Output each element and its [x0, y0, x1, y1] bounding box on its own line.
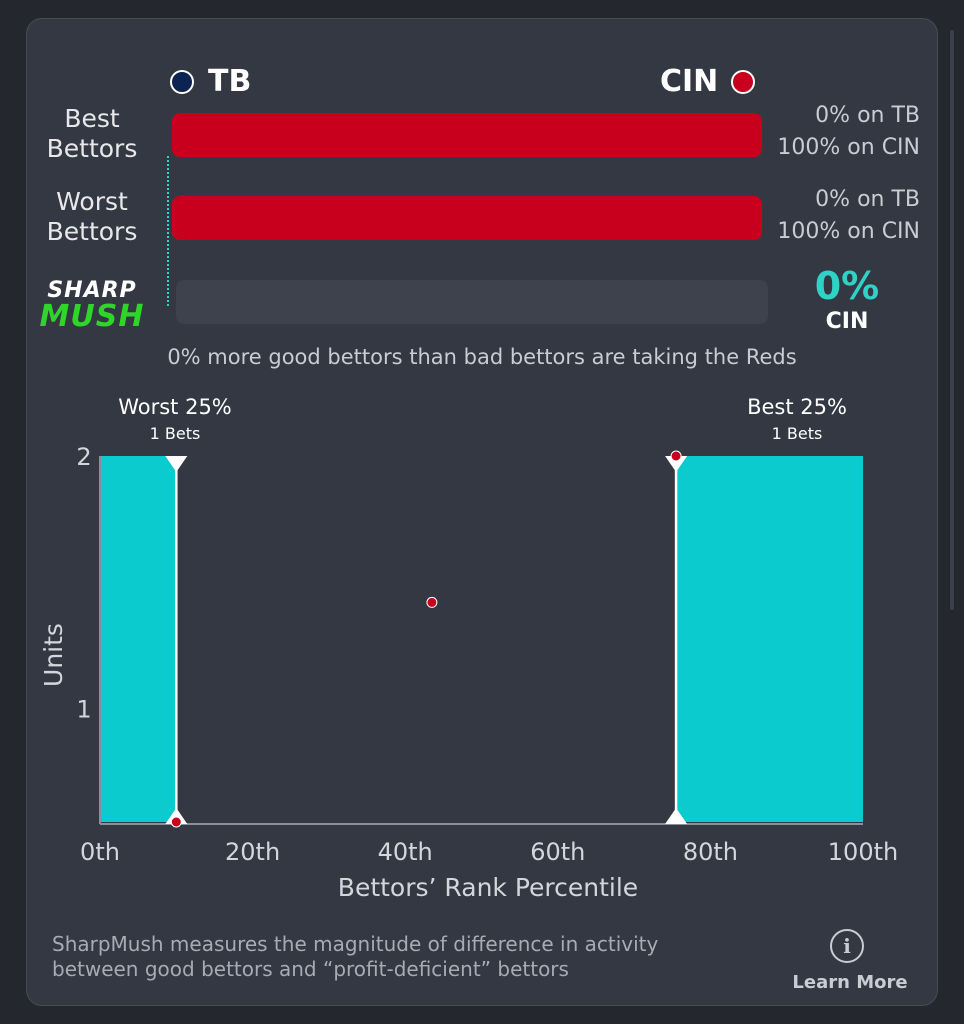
sharpmush-logo-bottom: MUSH [39, 299, 145, 334]
sharpmush-bar-track [176, 280, 768, 324]
marker-top-triangle-0 [165, 456, 188, 472]
marker-top-triangle-1 [665, 456, 688, 472]
bar-track-worst [172, 196, 762, 240]
footer-description: SharpMush measures the magnitude of diff… [52, 932, 772, 982]
pct-best-left: 0% on TB [815, 103, 920, 128]
sharpmush-logo: SHARP MUSH [36, 278, 148, 334]
marker-bottom-triangle-1 [665, 808, 688, 824]
data-point-2 [670, 450, 682, 462]
x-tick-4: 80th [683, 838, 738, 866]
team-left-abbr: TB [208, 64, 252, 99]
region-0 [100, 456, 177, 822]
summary-text: 0% more good bettors than bad bettors ar… [167, 345, 797, 369]
pct-worst-left: 0% on TB [815, 187, 920, 212]
team-right-dot [731, 70, 755, 94]
pct-worst-right: 100% on CIN [777, 219, 920, 244]
y-tick-1: 2 [76, 443, 91, 471]
x-tick-1: 20th [225, 838, 280, 866]
bar-fill-worst [172, 196, 762, 240]
scrollbar[interactable] [950, 30, 954, 610]
team-right-abbr: CIN [660, 64, 719, 99]
x-tick-2: 40th [378, 838, 433, 866]
data-point-0 [170, 816, 182, 828]
team-left-dot [170, 70, 194, 94]
footer-line1: SharpMush measures the magnitude of diff… [52, 932, 659, 956]
row-label-best-text: Best Bettors [46, 104, 138, 163]
sharpmush-team: CIN [825, 309, 869, 334]
region-sublabel-0: 1 Bets [150, 424, 201, 443]
region-1 [676, 456, 863, 822]
x-axis-label: Bettors’ Rank Percentile [338, 873, 638, 902]
info-icon[interactable]: i [830, 929, 864, 963]
x-tick-3: 60th [530, 838, 585, 866]
bar-track-best [172, 113, 762, 157]
footer-line2: between good bettors and “profit-deficie… [52, 957, 569, 981]
row-label-best: Best Bettors [32, 104, 152, 164]
sharpmush-logo-top: SHARP [47, 278, 137, 303]
pct-best-right: 100% on CIN [777, 135, 920, 160]
row-label-worst-text: Worst Bettors [46, 187, 138, 246]
marker-bottom-triangle-0 [165, 808, 188, 824]
learn-more-link[interactable]: Learn More [792, 972, 908, 993]
region-label-1: Best 25% [747, 395, 847, 419]
bar-fill-best [172, 113, 762, 157]
region-sublabel-1: 1 Bets [772, 424, 823, 443]
dotted-connector [167, 156, 169, 306]
pct-worst: 0% on TB 100% on CIN [740, 184, 920, 248]
x-tick-5: 100th [828, 838, 898, 866]
y-tick-0: 1 [76, 695, 91, 723]
y-axis-label: Units [39, 623, 68, 687]
row-label-worst: Worst Bettors [32, 187, 152, 247]
pct-best: 0% on TB 100% on CIN [740, 100, 920, 164]
data-point-1 [426, 596, 438, 608]
sharpmush-value: 0% [814, 264, 880, 308]
region-label-0: Worst 25% [118, 395, 232, 419]
x-tick-0: 0th [80, 838, 120, 866]
